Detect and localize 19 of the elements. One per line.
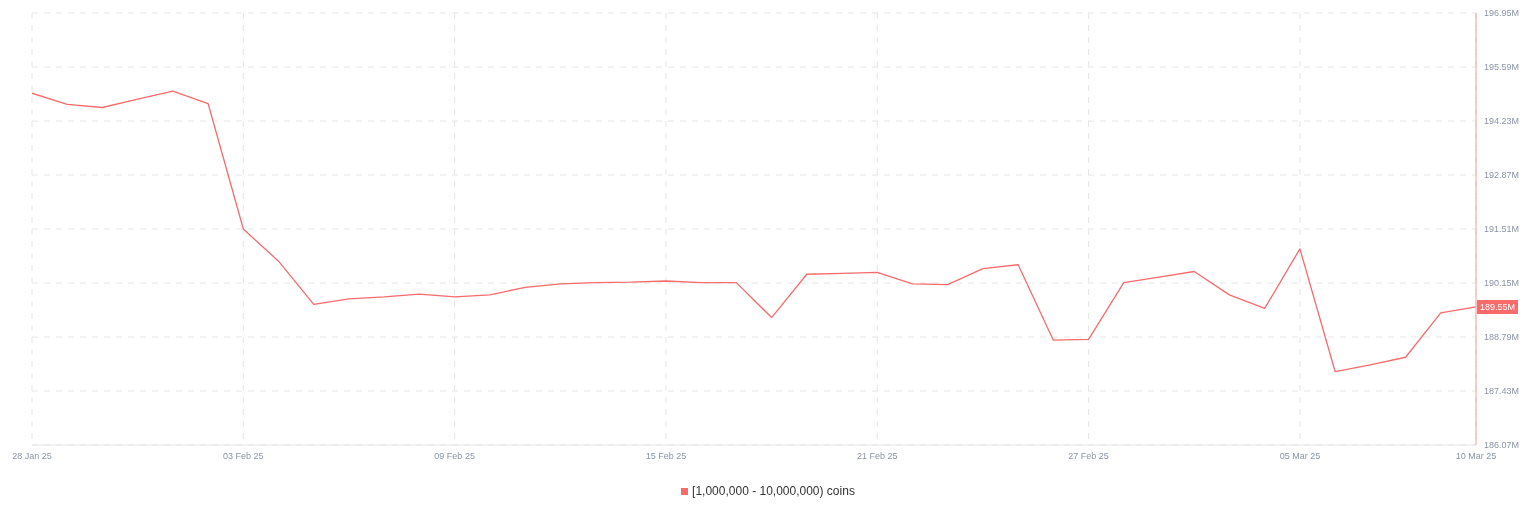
y-tick-label: 186.07M <box>1484 440 1520 451</box>
x-tick-label: 21 Feb 25 <box>857 451 898 462</box>
y-tick-label: 195.59M <box>1484 62 1520 73</box>
y-tick-label: 194.23M <box>1484 116 1520 127</box>
x-tick-label: 28 Jan 25 <box>12 451 52 462</box>
annotation: 189.55M <box>1477 299 1519 314</box>
y-tick-label: 190.15M <box>1484 278 1520 289</box>
x-tick-label: 27 Feb 25 <box>1068 451 1109 462</box>
legend-label: [1,000,000 - 10,000,000) coins <box>691 484 855 498</box>
x-tick-label: 09 Feb 25 <box>434 451 475 462</box>
y-tick-label: 191.51M <box>1484 224 1520 235</box>
y-tick-label: 196.95M <box>1484 8 1520 19</box>
y-tick-label: 188.79M <box>1484 332 1520 343</box>
x-tick-label: 15 Feb 25 <box>645 451 687 462</box>
x-tick-label: 03 Feb 25 <box>223 451 264 462</box>
x-tick-label: 10 Mar 25 <box>1455 451 1497 462</box>
y-tick-label: 187.43M <box>1484 386 1520 397</box>
y-tick-label: 192.87M <box>1484 170 1520 181</box>
x-tick-label: 05 Mar 25 <box>1279 451 1321 462</box>
